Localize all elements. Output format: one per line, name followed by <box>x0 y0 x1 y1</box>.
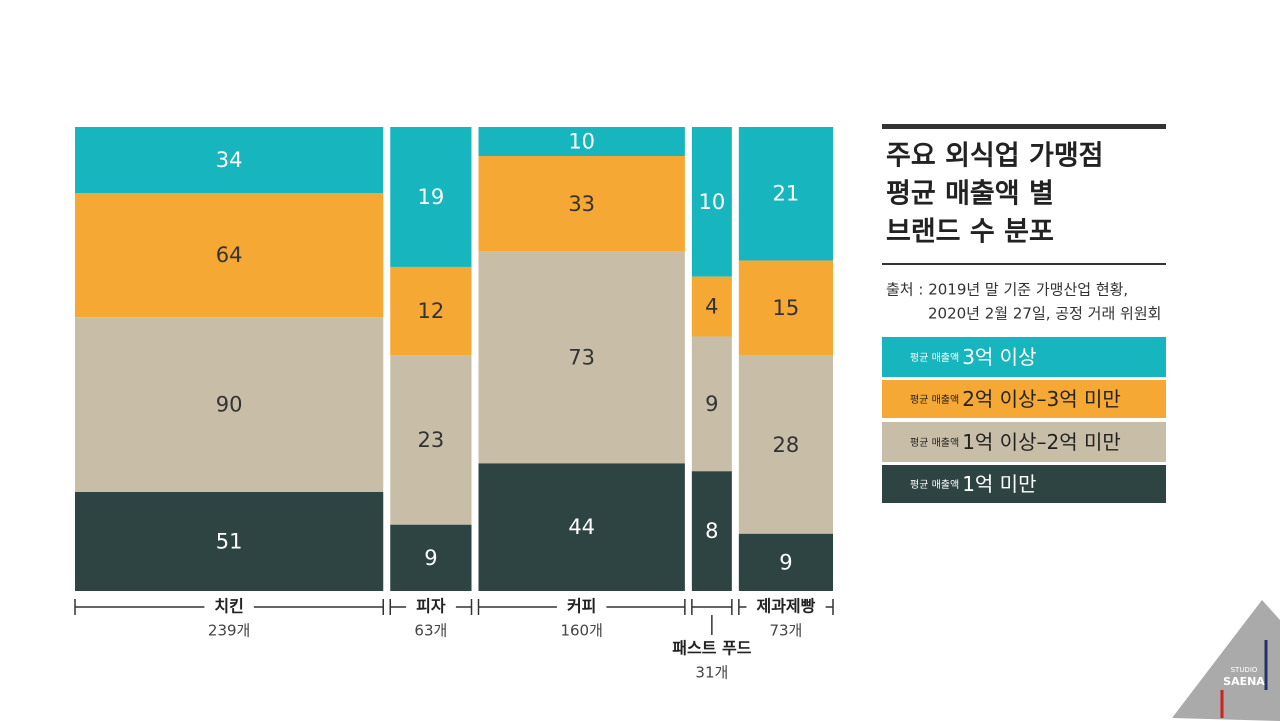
legend-prefix: 평균 매출액 <box>910 437 959 449</box>
legend-swatch <box>882 337 1166 377</box>
segment <box>390 266 472 356</box>
category-label: 제과제빵 <box>756 597 815 616</box>
segment <box>478 156 685 252</box>
category-label: 치킨 <box>214 597 243 616</box>
value-label: 21 <box>773 182 800 206</box>
value-label: 34 <box>216 148 243 172</box>
logo-text: SAENA <box>1223 675 1265 688</box>
title: 평균 매출액 별 <box>886 179 1054 210</box>
segment <box>75 193 384 318</box>
value-label: 10 <box>698 190 725 214</box>
value-label: 9 <box>779 550 792 574</box>
value-label: 33 <box>568 192 595 216</box>
segment <box>75 491 384 591</box>
legend-label: 평균 매출액 2억 이상–3억 미만 <box>910 387 1121 411</box>
legend-swatch <box>882 380 1166 418</box>
segment <box>390 127 472 267</box>
label-bg <box>746 603 826 611</box>
segment <box>691 276 732 337</box>
total-label: 63개 <box>414 622 447 640</box>
category-label: 피자 <box>416 597 446 616</box>
value-label: 12 <box>418 299 445 323</box>
logo-shape <box>1172 600 1280 721</box>
title-rule <box>882 263 1166 265</box>
value-label: 44 <box>568 515 595 539</box>
legend-name: 2억 이상–3억 미만 <box>962 387 1121 411</box>
segment <box>738 355 833 534</box>
total-label: 160개 <box>560 622 602 640</box>
segment <box>390 355 472 525</box>
segment <box>75 317 384 492</box>
value-label: 10 <box>568 130 595 154</box>
segment <box>390 524 472 591</box>
legend-swatch <box>882 422 1166 462</box>
value-label: 90 <box>216 393 243 417</box>
legend-name: 1억 미만 <box>962 472 1036 496</box>
value-label: 64 <box>216 243 243 267</box>
segment <box>738 533 833 591</box>
legend-prefix: 평균 매출액 <box>910 352 959 364</box>
value-label: 4 <box>705 295 718 319</box>
legend-prefix: 평균 매출액 <box>910 479 959 491</box>
value-label: 28 <box>773 433 800 457</box>
segment <box>478 251 685 464</box>
legend-swatch <box>882 465 1166 503</box>
title: 주요 외식업 가맹점 <box>886 141 1104 172</box>
total-label: 73개 <box>769 622 802 640</box>
category-label: 커피 <box>567 597 596 616</box>
segment <box>478 463 685 591</box>
label-bg <box>204 603 254 611</box>
segment <box>738 260 833 356</box>
label-bg <box>556 603 607 611</box>
title: 브랜드 수 분포 <box>886 217 1054 248</box>
source: 2020년 2월 27일, 공정 거래 위원회 <box>928 305 1161 323</box>
value-label: 51 <box>216 529 243 553</box>
logo-text: STUDIO <box>1231 666 1258 674</box>
legend-label: 평균 매출액 1억 이상–2억 미만 <box>910 430 1121 454</box>
value-label: 8 <box>705 519 718 543</box>
value-label: 15 <box>773 296 800 320</box>
title-rule <box>882 124 1166 129</box>
value-label: 9 <box>705 392 718 416</box>
value-label: 19 <box>418 185 445 209</box>
label-bg <box>406 603 456 611</box>
legend-label: 평균 매출액 1억 미만 <box>910 472 1036 496</box>
segment <box>738 127 833 261</box>
legend-name: 3억 이상 <box>962 345 1036 369</box>
total-label: 239개 <box>208 622 250 640</box>
segment <box>691 127 732 277</box>
source: 출처 : 2019년 말 기준 가맹산업 현황, <box>886 281 1128 299</box>
total-label: 31개 <box>695 664 728 682</box>
legend-name: 1억 이상–2억 미만 <box>962 430 1121 454</box>
segment <box>691 336 732 472</box>
value-label: 23 <box>418 428 445 452</box>
category-label: 패스트 푸드 <box>672 639 751 658</box>
value-label: 9 <box>424 546 437 570</box>
segment <box>75 127 384 194</box>
value-label: 73 <box>568 346 595 370</box>
legend-label: 평균 매출액 3억 이상 <box>910 345 1036 369</box>
legend-prefix: 평균 매출액 <box>910 394 959 406</box>
segment <box>478 127 685 156</box>
segment <box>691 471 732 591</box>
